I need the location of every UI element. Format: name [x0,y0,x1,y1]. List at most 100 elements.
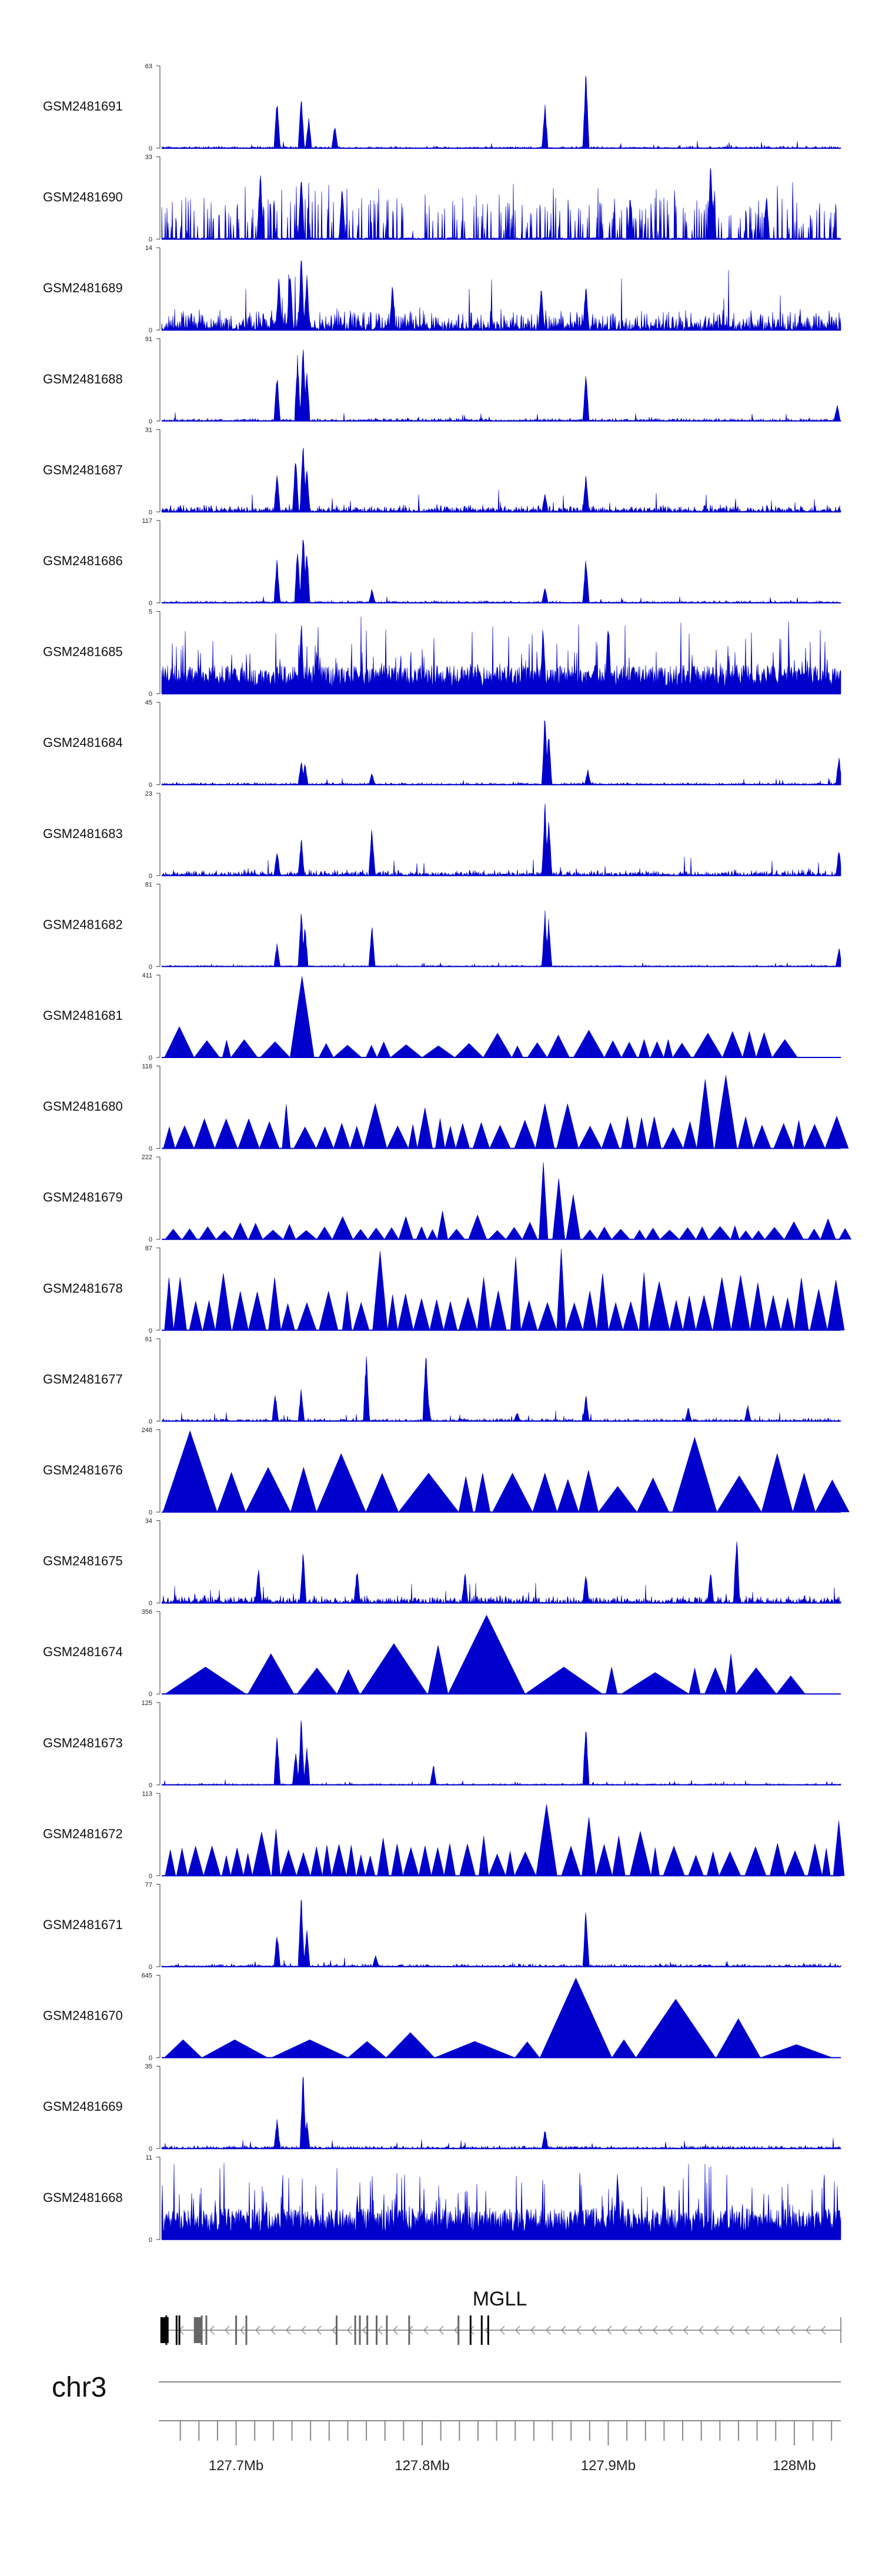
y-min-label: 0 [149,145,152,152]
signal-area [165,1162,852,1240]
signal-area [161,349,841,422]
strand-chevron [423,2325,429,2335]
axis-tick-label: 127.7Mb [209,2458,263,2474]
y-max-label: 117 [142,518,152,525]
track-GSM2481670: GSM2481670 645 0 [43,1973,841,2062]
y-min-label: 0 [149,509,152,516]
track-GSM2481681: GSM2481681 411 0 [43,972,841,1062]
y-max-label: 33 [145,154,152,161]
signal-area [161,448,841,513]
gene-exon [408,2315,410,2345]
track-label: GSM2481684 [43,735,123,750]
signal-area [161,75,841,149]
y-max-label: 81 [145,881,152,888]
track-GSM2481676: GSM2481676 248 0 [43,1427,850,1516]
track-GSM2481672: GSM2481672 113 0 [43,1790,845,1880]
signal-area [161,720,841,786]
y-min-label: 0 [149,1691,152,1698]
track-GSM2481686: GSM2481686 117 0 [43,518,841,607]
track-GSM2481671: GSM2481671 77 0 [43,1881,841,1971]
y-max-label: 31 [145,426,152,433]
gene-exon [178,2315,181,2345]
track-label: GSM2481677 [43,1372,123,1386]
track-GSM2481668: GSM2481668 11 0 [43,2154,841,2244]
signal-area [161,1720,841,1786]
gene-exon [366,2315,369,2345]
y-min-label: 0 [149,691,152,698]
track-label: GSM2481691 [43,99,123,114]
strand-chevron [439,2325,444,2335]
signal-area [161,260,841,331]
track-label: GSM2481672 [43,1826,123,1841]
gene-exon [245,2315,248,2345]
strand-chevron [500,2325,505,2335]
axis-tick-label: 128Mb [773,2458,816,2474]
chromosome-track: chr3 [52,2372,841,2403]
chromosome-label: chr3 [52,2372,106,2403]
track-GSM2481669: GSM2481669 35 0 [43,2063,841,2153]
track-GSM2481675: GSM2481675 34 0 [43,1518,841,1607]
track-label: GSM2481685 [43,645,123,659]
y-min-label: 0 [149,873,152,880]
gene-exon [235,2315,238,2345]
strand-chevron [377,2325,383,2335]
strand-chevron [255,2325,260,2335]
gene-exon [193,2317,202,2343]
strand-chevron [546,2325,551,2335]
signal-tracks: GSM2481691630GSM2481690330GSM2481689140G… [43,63,852,2244]
gene-exon [335,2315,338,2345]
y-max-label: 248 [142,1427,152,1434]
signal-area [164,976,798,1059]
signal-area [163,1977,833,2058]
signal-area [161,1900,841,1968]
y-min-label: 0 [149,1418,152,1425]
y-min-label: 0 [149,327,152,334]
signal-area [161,803,841,876]
track-label: GSM2481686 [43,553,123,568]
track-label: GSM2481688 [43,372,123,386]
track-label: GSM2481682 [43,917,123,932]
track-GSM2481691: GSM2481691 63 0 [43,63,841,152]
gene-exon [205,2315,208,2345]
track-label: GSM2481683 [43,826,123,841]
genome-axis: 127.7Mb 127.8Mb 127.9Mb 128Mb [159,2420,841,2474]
gene-exon [165,2315,168,2345]
gene-exon [175,2315,178,2345]
signal-area [161,168,841,240]
gene-exon [375,2315,377,2345]
track-GSM2481688: GSM2481688 91 0 [43,336,841,425]
y-min-label: 0 [149,2237,152,2244]
y-max-label: 11 [146,2154,152,2161]
y-min-label: 0 [149,1509,152,1516]
strand-chevron [729,2325,734,2335]
y-max-label: 61 [145,1336,152,1343]
gene-model [160,2315,841,2345]
track-GSM2481690: GSM2481690 33 0 [43,154,841,243]
track-label: GSM2481668 [43,2190,123,2205]
strand-chevron [653,2325,658,2335]
strand-chevron [806,2325,811,2335]
signal-area [161,539,841,604]
strand-chevron [393,2325,398,2335]
track-label: GSM2481675 [43,1554,123,1569]
track-GSM2481677: GSM2481677 61 0 [43,1336,841,1425]
gene-exon [201,2315,203,2345]
strand-chevron [530,2325,536,2335]
y-min-label: 0 [149,1964,152,1971]
y-min-label: 0 [149,1055,152,1062]
track-label: GSM2481671 [43,1917,123,1932]
signal-area [161,910,841,967]
gene-exon [480,2315,483,2345]
gene-exon [386,2315,388,2345]
track-GSM2481683: GSM2481683 23 0 [43,790,841,880]
signal-area [161,1541,841,1604]
track-GSM2481687: GSM2481687 31 0 [43,426,841,516]
y-max-label: 91 [145,336,152,343]
y-max-label: 116 [142,1063,152,1070]
y-max-label: 125 [142,1700,152,1707]
signal-area [161,616,841,694]
strand-chevron [270,2325,276,2335]
gene-exon [487,2315,489,2345]
strand-chevron [637,2325,643,2335]
